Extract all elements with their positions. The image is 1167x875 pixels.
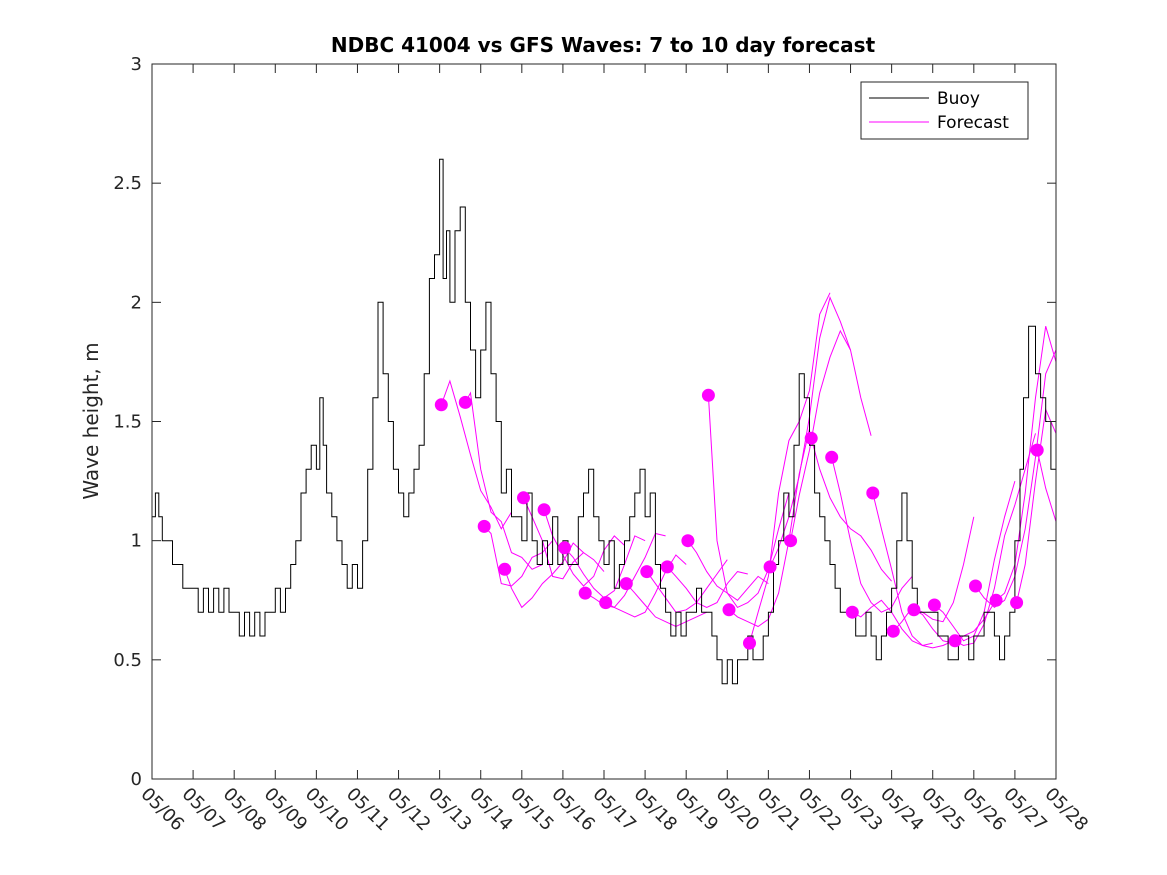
- forecast-start-marker-19: [825, 450, 839, 464]
- y-tick-label: 0.5: [113, 650, 142, 671]
- forecast-start-marker-15: [743, 636, 756, 650]
- forecast-line-10: [646, 559, 728, 613]
- forecast-start-marker-3: [498, 562, 512, 576]
- forecast-line-4: [523, 497, 605, 580]
- forecast-line-27: [995, 326, 1056, 601]
- y-tick-label: 3: [131, 54, 142, 75]
- buoy-line: [152, 158, 1056, 685]
- chart-title: NDBC 41004 vs GFS Waves: 7 to 10 day for…: [331, 33, 876, 57]
- forecast-start-marker-1: [458, 395, 472, 409]
- forecast-start-marker-18: [804, 431, 818, 445]
- forecast-line-28: [1016, 407, 1056, 603]
- forecast-line-15: [749, 292, 831, 644]
- forecast-start-marker-25: [948, 634, 962, 648]
- forecast-start-marker-27: [989, 593, 1003, 607]
- forecast-start-marker-14: [722, 603, 736, 617]
- forecast-line-9: [625, 583, 707, 628]
- legend: Buoy Forecast: [860, 81, 1029, 140]
- forecast-line-25: [954, 433, 1036, 647]
- forecast-start-marker-24: [927, 598, 941, 612]
- forecast-start-marker-28: [1010, 596, 1024, 610]
- y-tick-label: 1.5: [113, 412, 142, 433]
- forecast-start-marker-5: [537, 503, 551, 517]
- forecast-start-marker-13: [701, 388, 715, 402]
- plot-area: [152, 64, 1056, 779]
- forecast-start-marker-11: [660, 560, 674, 574]
- forecast-start-marker-2: [477, 519, 491, 533]
- forecast-line-17: [790, 329, 872, 541]
- y-tick-label: 0: [131, 769, 142, 790]
- forecast-line-13: [707, 395, 790, 609]
- forecast-start-marker-6: [558, 541, 572, 555]
- forecast-start-marker-22: [886, 624, 900, 638]
- series-layer: [152, 158, 1056, 685]
- forecast-line-8: [605, 554, 687, 618]
- forecast-line-1: [464, 391, 543, 570]
- legend-box: [860, 81, 1029, 140]
- forecast-line-7: [584, 532, 666, 608]
- forecast-start-marker-9: [619, 577, 633, 591]
- forecast-start-marker-4: [517, 491, 530, 505]
- forecast-start-marker-20: [845, 605, 859, 619]
- forecast-line-21: [872, 492, 954, 649]
- forecast-line-18: [810, 438, 892, 582]
- forecast-line-2: [483, 526, 553, 587]
- marker-layer: [434, 388, 1044, 650]
- forecast-start-marker-16: [763, 560, 777, 574]
- forecast-line-22: [892, 516, 975, 632]
- forecast-start-marker-21: [866, 486, 880, 500]
- forecast-start-marker-17: [784, 534, 798, 548]
- legend-forecast-label: Forecast: [937, 113, 1009, 133]
- forecast-line-19: [831, 457, 913, 613]
- forecast-start-marker-23: [907, 603, 921, 617]
- legend-buoy-label: Buoy: [937, 89, 980, 109]
- y-tick-label: 1: [131, 531, 142, 552]
- plot-background: [152, 64, 1056, 779]
- forecast-start-marker-12: [681, 534, 695, 548]
- forecast-line-0: [440, 379, 512, 530]
- forecast-start-marker-10: [640, 565, 654, 579]
- y-axis-label: Wave height, m: [79, 342, 103, 499]
- forecast-start-marker-8: [599, 596, 613, 610]
- forecast-start-marker-0: [434, 398, 448, 412]
- forecast-start-marker-7: [578, 586, 592, 600]
- y-tick-label: 2: [131, 292, 142, 313]
- forecast-line-11: [666, 566, 748, 608]
- forecast-start-marker-29: [1030, 443, 1044, 457]
- y-tick-label: 2.5: [113, 173, 142, 194]
- forecast-start-marker-26: [969, 579, 982, 593]
- forecast-line-29: [1036, 449, 1056, 522]
